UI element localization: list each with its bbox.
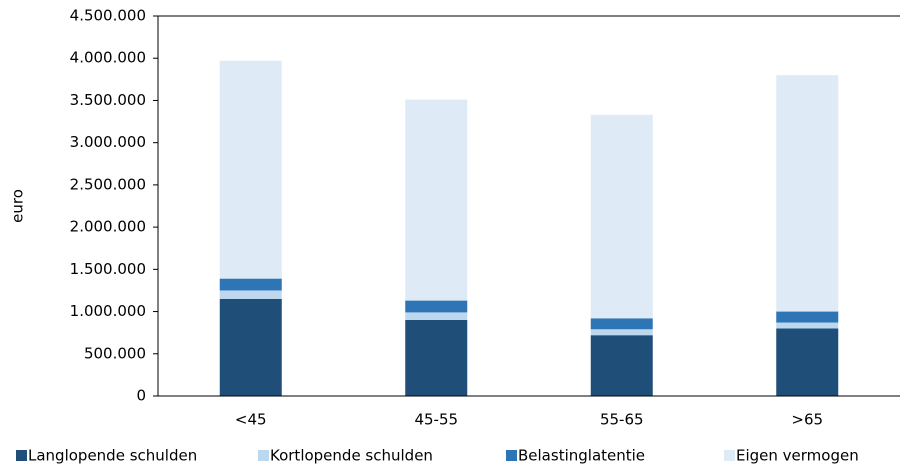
bar-segment <box>776 75 839 312</box>
bar-segment <box>219 60 282 279</box>
legend-swatch <box>258 450 269 461</box>
y-tick-label: 2.500.000 <box>70 175 146 193</box>
bar-segment <box>219 278 282 291</box>
y-tick-label: 4.000.000 <box>70 49 146 67</box>
bar-segment <box>405 300 468 313</box>
y-tick-label: 2.000.000 <box>70 218 146 236</box>
bar-segment <box>219 290 282 299</box>
x-tick-label: >65 <box>791 411 823 429</box>
bar-segment <box>219 298 282 396</box>
legend-label: Kortlopende schulden <box>270 447 433 465</box>
y-tick-label: 3.500.000 <box>70 91 146 109</box>
legend-label: Belastinglatentie <box>518 447 645 465</box>
y-tick-label: 4.500.000 <box>70 7 146 25</box>
legend-label: Eigen vermogen <box>736 447 859 465</box>
bar-segment <box>776 311 839 323</box>
legend-swatch <box>724 450 735 461</box>
x-tick-label: <45 <box>235 411 267 429</box>
bar-segment <box>776 328 839 396</box>
y-tick-label: 500.000 <box>84 344 146 362</box>
bar-segment <box>405 99 468 301</box>
bar-segment <box>776 322 839 329</box>
bar-segment <box>590 114 653 319</box>
y-tick-label: 0 <box>136 387 146 405</box>
bar-segment <box>590 318 653 330</box>
y-axis-label: euro <box>9 189 27 223</box>
y-tick-label: 3.000.000 <box>70 133 146 151</box>
x-tick-label: 45-55 <box>414 411 458 429</box>
x-tick-label: 55-65 <box>600 411 644 429</box>
bar-segment <box>405 312 468 320</box>
y-tick-label: 1.500.000 <box>70 260 146 278</box>
legend-label: Langlopende schulden <box>28 447 197 465</box>
bar-segment <box>590 335 653 396</box>
bar-segment <box>405 320 468 396</box>
bar-segment <box>590 329 653 336</box>
legend-swatch <box>16 450 27 461</box>
y-tick-label: 1.000.000 <box>70 302 146 320</box>
legend-swatch <box>506 450 517 461</box>
